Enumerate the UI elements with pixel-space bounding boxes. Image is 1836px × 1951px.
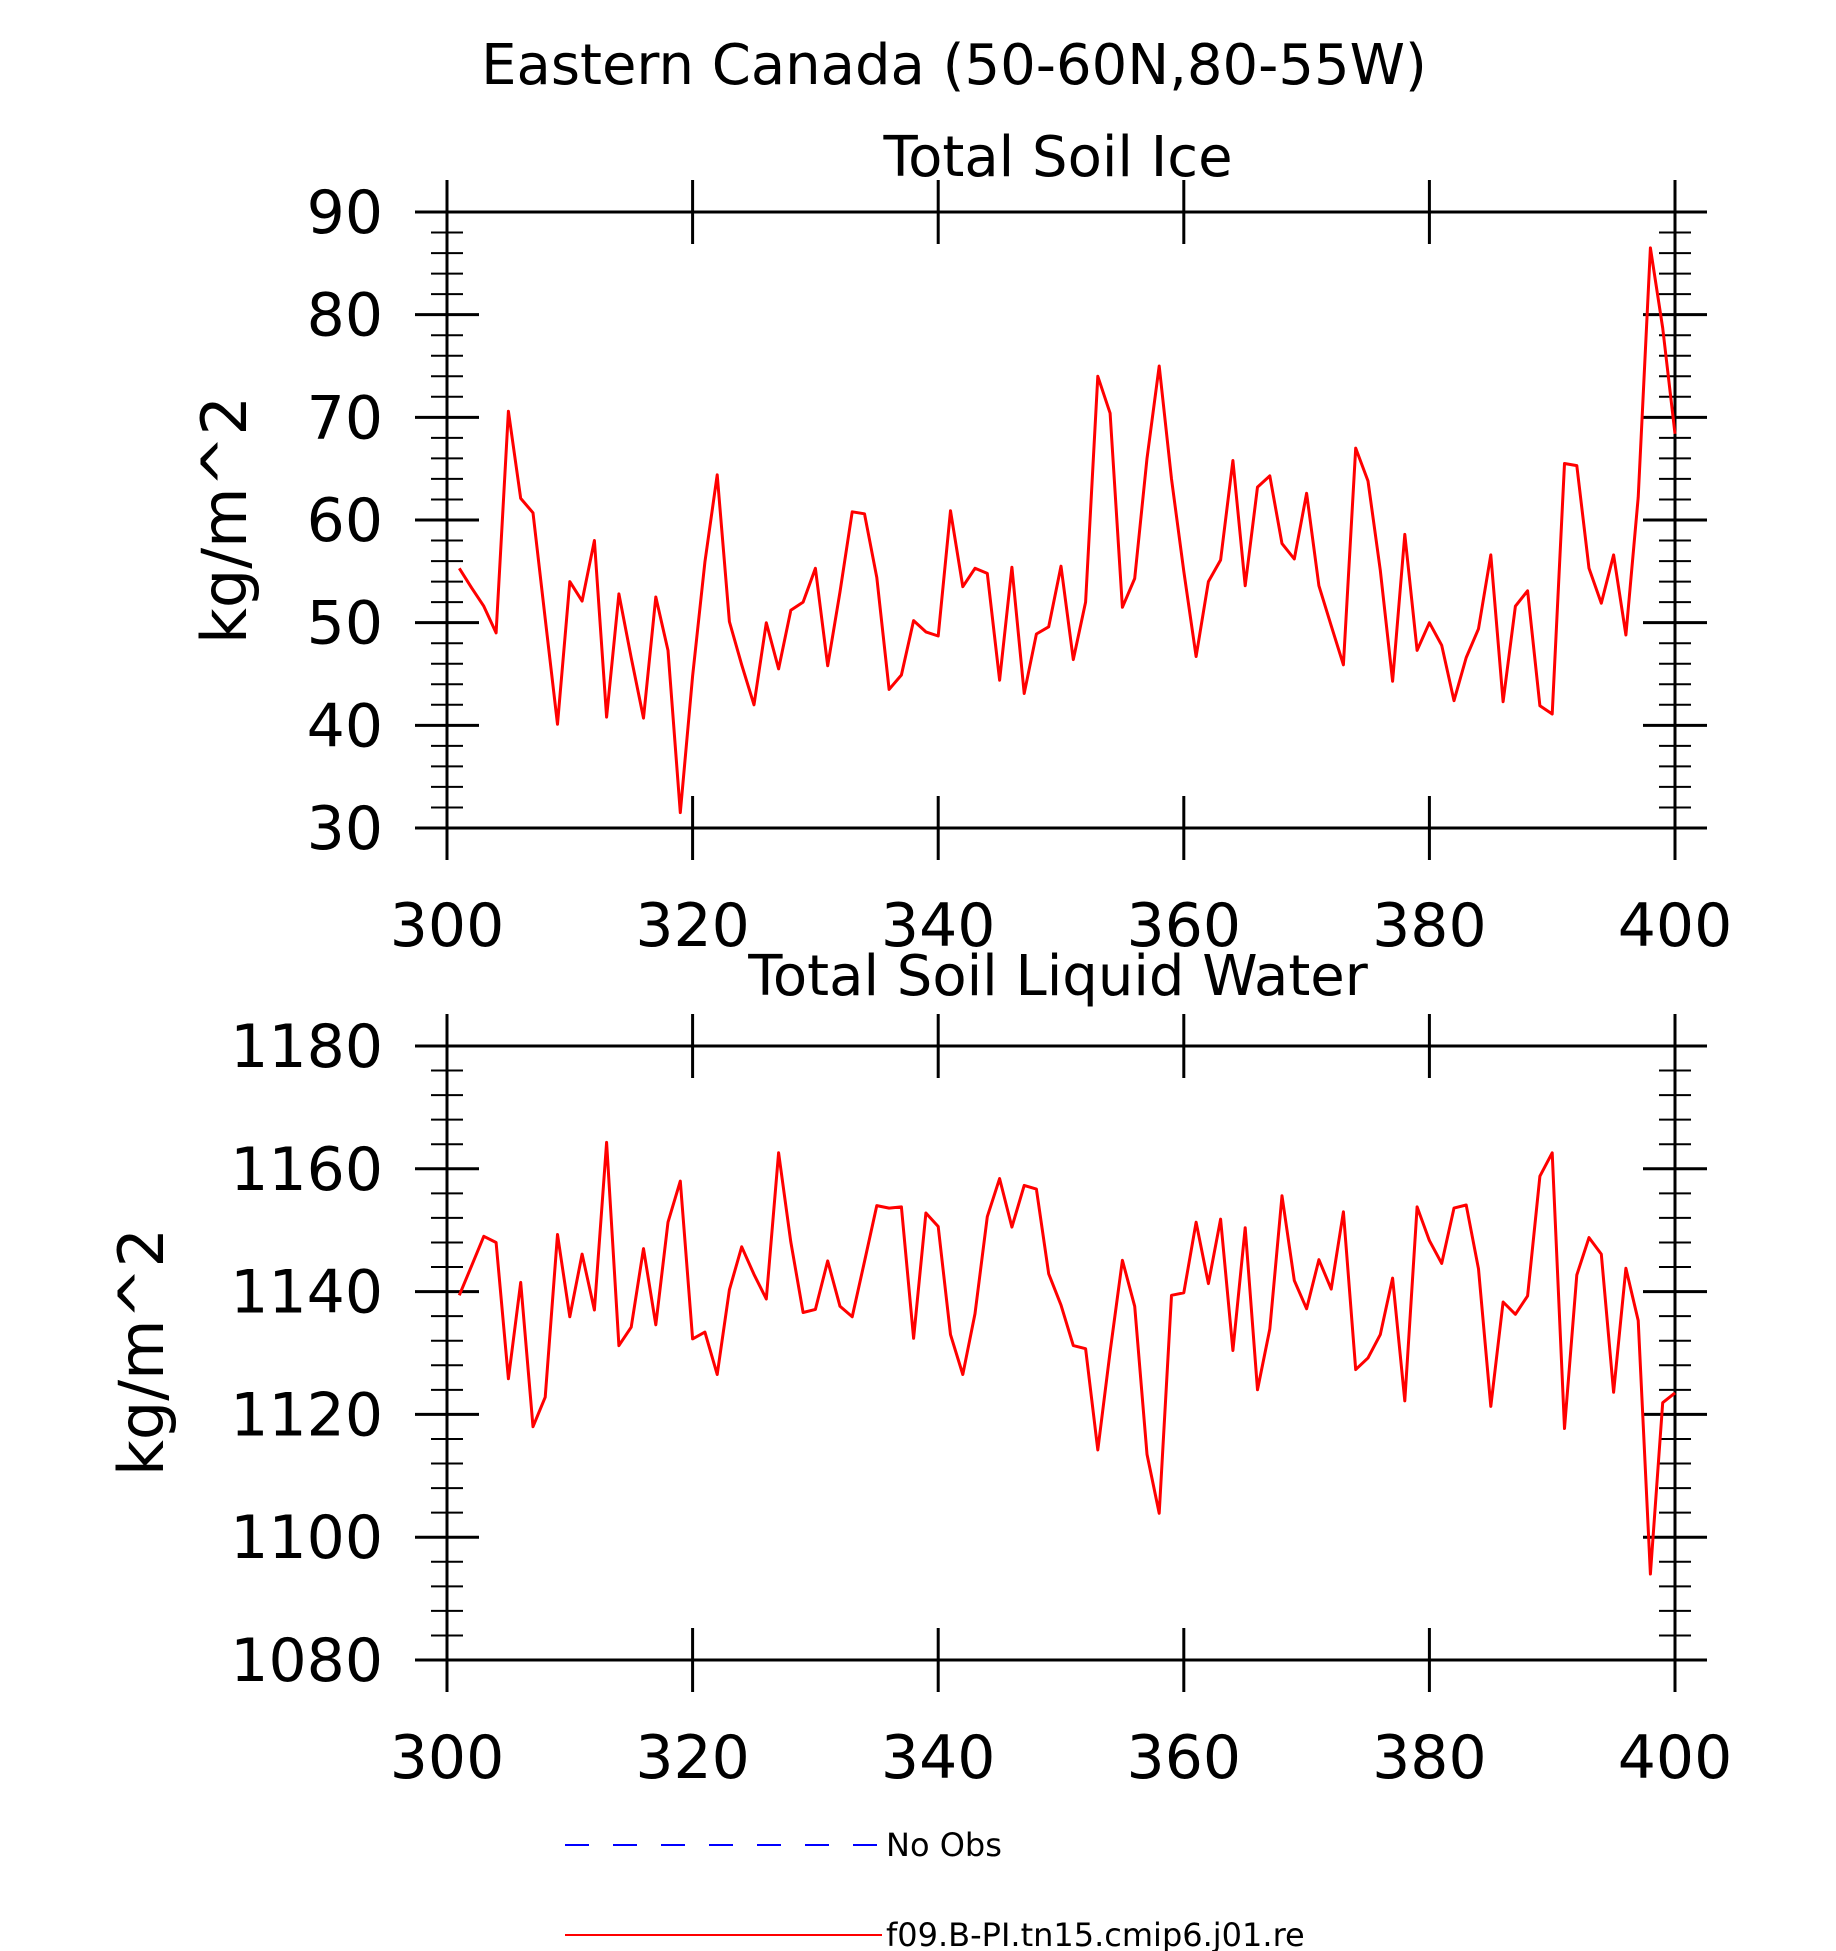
series-line (457, 1140, 1676, 1576)
x-tick-label: 380 (1372, 1723, 1487, 1793)
y-tick-label: 70 (307, 383, 383, 453)
x-tick-label: 380 (1372, 891, 1487, 961)
x-tick-label: 400 (1618, 891, 1733, 961)
x-tick-label: 340 (881, 1723, 996, 1793)
y-tick-label: 1160 (230, 1135, 383, 1205)
legend-entry-no-obs: No Obs (565, 1826, 1002, 1864)
axes: 1080 1100 1120 1140 1160 1180 300 320 340 360 380 4… (230, 1012, 1732, 1793)
series-layer (457, 1140, 1676, 1576)
x-tick-label: 320 (635, 891, 750, 961)
y-tick-label: 60 (307, 486, 383, 556)
y-tick-label: 1140 (230, 1258, 383, 1328)
x-tick-label: 360 (1127, 891, 1242, 961)
x-tick-label: 340 (881, 891, 996, 961)
plot-frame (445, 1044, 1677, 1662)
panel-title: Total Soil Liquid Water (747, 944, 1369, 1009)
figure-title: Eastern Canada (50-60N,80-55W) (481, 33, 1427, 98)
y-tick-label: 40 (307, 691, 383, 761)
y-tick-label: 1120 (230, 1380, 383, 1450)
legend: No Obs f09.B-PI.tn15.cmip6.j01.re (565, 1826, 1305, 1951)
y-tick-label: 80 (307, 281, 383, 351)
panel-total-soil-liquid-water: Total Soil Liquid Water kg/m^2 108011001… (105, 944, 1732, 1793)
panel-title: Total Soil Ice (882, 125, 1232, 190)
x-tick-label: 400 (1618, 1723, 1733, 1793)
y-tick-label: 30 (307, 794, 383, 864)
x-tick-label: 300 (390, 1723, 505, 1793)
y-axis-label: kg/m^2 (105, 1228, 178, 1476)
legend-entry-model-run: f09.B-PI.tn15.cmip6.j01.re (565, 1916, 1305, 1951)
y-tick-label: 1080 (230, 1626, 383, 1696)
x-tick-label: 360 (1127, 1723, 1242, 1793)
x-tick-label: 300 (390, 891, 505, 961)
y-tick-label: 90 (307, 178, 383, 248)
legend-label: f09.B-PI.tn15.cmip6.j01.re (886, 1916, 1305, 1951)
series-layer (458, 246, 1677, 815)
y-tick-label: 1180 (230, 1012, 383, 1082)
series-line (458, 246, 1677, 815)
y-axis-label: kg/m^2 (188, 396, 261, 644)
y-tick-label: 1100 (230, 1503, 383, 1573)
legend-label: No Obs (886, 1826, 1002, 1864)
x-tick-label: 320 (635, 1723, 750, 1793)
axes: 30 40 50 60 70 80 90 300 320 340 360 380 400 (307, 178, 1733, 961)
y-tick-label: 50 (307, 589, 383, 659)
